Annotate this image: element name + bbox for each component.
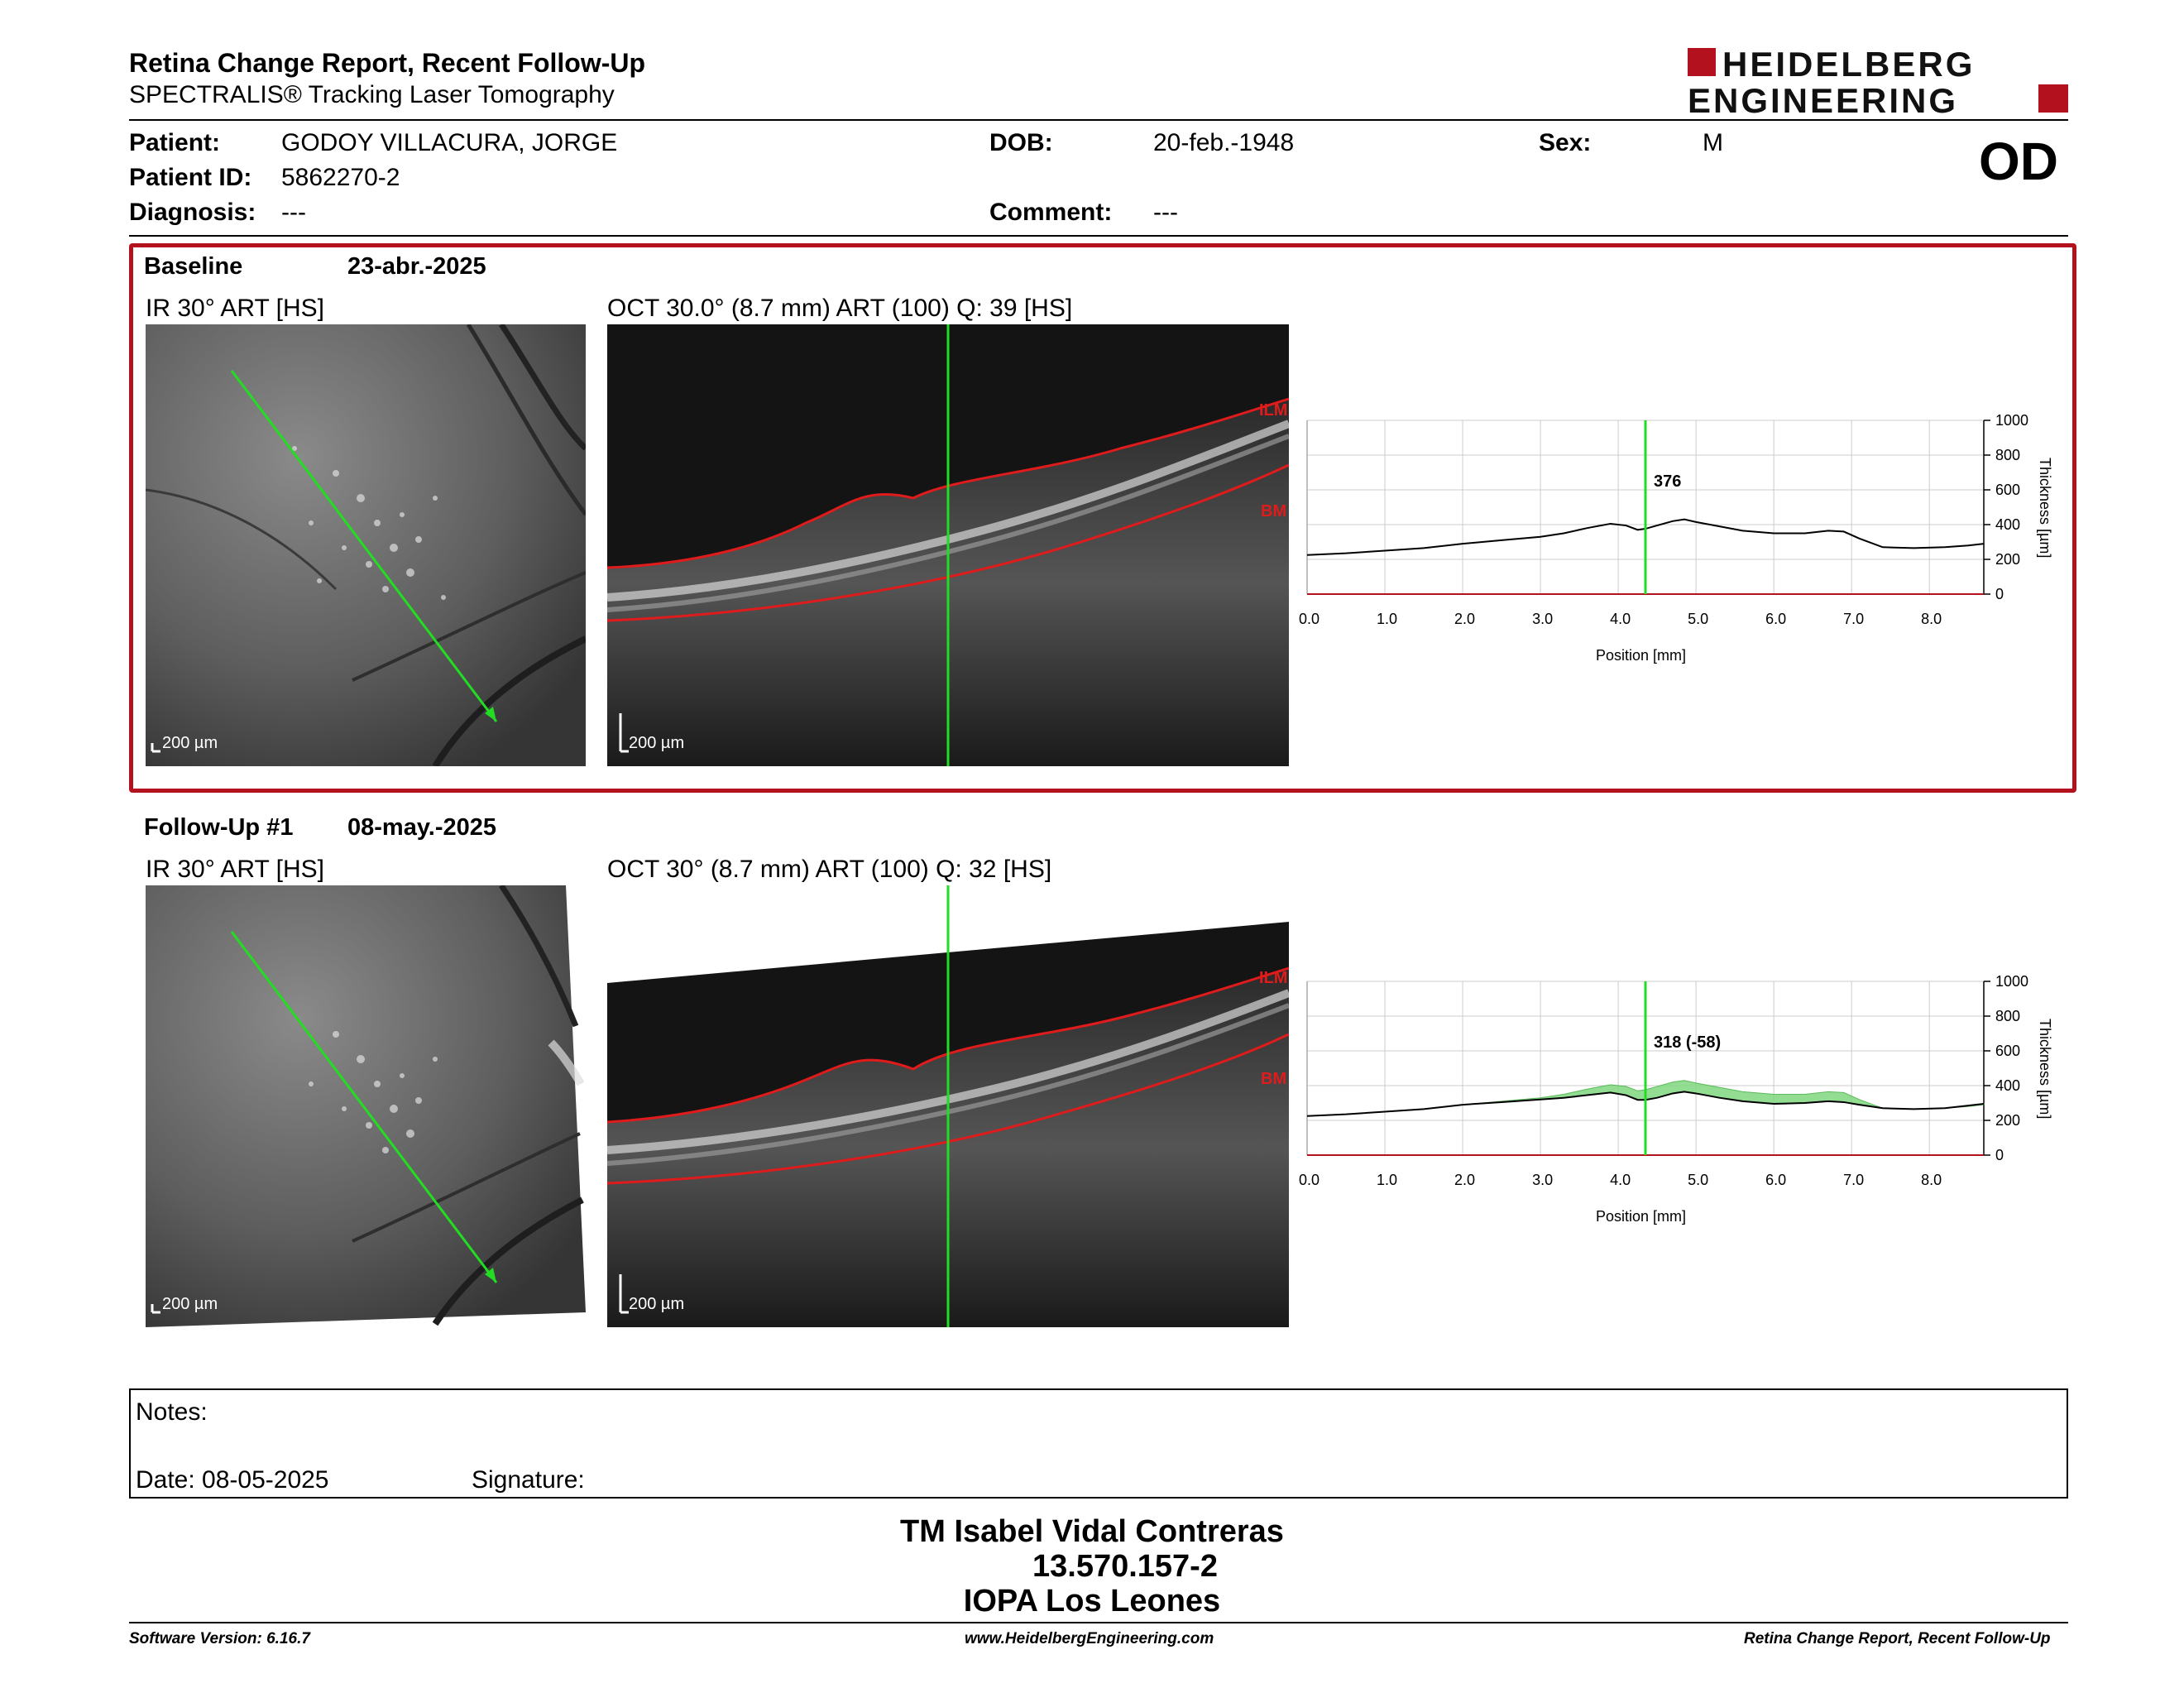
chart1-y-tick-label: 0: [1995, 1147, 2004, 1163]
software-version: Software Version: 6.16.7: [129, 1630, 310, 1647]
comment-label: Comment:: [989, 199, 1113, 226]
patient-name: GODOY VILLACURA, JORGE: [281, 129, 618, 156]
followup-ir-scale: 200 µm: [162, 1295, 218, 1313]
chart1-y-tick-label: 200: [1995, 1112, 2020, 1129]
diagnosis-value: ---: [281, 199, 306, 226]
report-subtitle: SPECTRALIS® Tracking Laser Tomography: [129, 81, 615, 108]
chart0-y-tick-label: 600: [1995, 482, 2020, 498]
notes-box[interactable]: [129, 1388, 2068, 1499]
comment-value: ---: [1153, 199, 1178, 226]
chart0-x-tick-label: 7.0: [1843, 611, 1864, 627]
chart0-x-tick-label: 1.0: [1377, 611, 1397, 627]
footer-rule: [129, 1622, 2068, 1623]
footer-report-name: Retina Change Report, Recent Follow-Up: [1744, 1630, 2051, 1647]
baseline-ilm-label: ILM: [1259, 401, 1287, 420]
chart1-cursor-value-label: 318 (-58): [1654, 1033, 1721, 1052]
chart1-y-axis-label: Thickness [µm]: [2037, 1019, 2053, 1119]
followup-ilm-label: ILM: [1259, 969, 1287, 987]
chart1-x-axis-label: Position [mm]: [1596, 1208, 1686, 1225]
chart1-x-tick-label: 2.0: [1454, 1172, 1475, 1188]
chart1-y-tick-label: 600: [1995, 1043, 2020, 1059]
patient-id-value: 5862270-2: [281, 164, 400, 191]
chart0-x-tick-label: 2.0: [1454, 611, 1475, 627]
signer-institution: IOPA Los Leones: [963, 1584, 1221, 1618]
dob-value: 20-feb.-1948: [1153, 129, 1295, 156]
patient-id-label: Patient ID:: [129, 164, 252, 191]
notes-date: Date: 08-05-2025: [136, 1466, 329, 1494]
header-rule: [129, 119, 2068, 121]
heidelberg-logo: HEIDELBERG ENGINEERING: [1688, 45, 2068, 120]
followup-bm-label: BM: [1261, 1070, 1286, 1088]
chart1-x-tick-label: 6.0: [1765, 1172, 1786, 1188]
followup-oct-label: OCT 30° (8.7 mm) ART (100) Q: 32 [HS]: [607, 856, 1052, 883]
baseline-ir-label: IR 30° ART [HS]: [146, 295, 324, 322]
baseline-ir-scale: 200 µm: [162, 734, 218, 752]
dob-label: DOB:: [989, 129, 1053, 156]
patient-rule: [129, 235, 2068, 237]
followup-thickness-chart: 0.0 1.0 2.0 3.0 4.0 5.0 6.0 7.0 8.0 0 200 400 600 800…: [1299, 971, 2085, 1236]
logo-line1: HEIDELBERG: [1722, 46, 1975, 84]
chart1-x-tick-label: 7.0: [1843, 1172, 1864, 1188]
chart0-y-tick-label: 200: [1995, 551, 2020, 568]
followup-label: Follow-Up #1: [144, 814, 294, 841]
report-title: Retina Change Report, Recent Follow-Up: [129, 48, 646, 78]
chart1-thickness-line: [1306, 1091, 1985, 1117]
chart0-y-tick-label: 800: [1995, 447, 2020, 463]
patient-label: Patient:: [129, 129, 221, 156]
chart0-x-axis-label: Position [mm]: [1596, 647, 1686, 664]
chart0-x-tick-label: 3.0: [1532, 611, 1553, 627]
chart0-thickness-line: [1306, 518, 1985, 556]
chart1-y-tick-label: 800: [1995, 1008, 2020, 1024]
chart1-x-tick-label: 4.0: [1610, 1172, 1631, 1188]
chart0-x-tick-label: 6.0: [1765, 611, 1786, 627]
chart1-x-tick-label: 0.0: [1299, 1172, 1320, 1188]
sex-value: M: [1703, 129, 1723, 156]
sex-label: Sex:: [1539, 129, 1592, 156]
baseline-ir-image: 200 µm: [146, 324, 586, 766]
baseline-oct-scale: 200 µm: [629, 734, 684, 752]
signer-id: 13.570.157-2: [1032, 1549, 1218, 1584]
chart0-x-tick-label: 4.0: [1610, 611, 1631, 627]
chart0-x-tick-label: 5.0: [1688, 611, 1708, 627]
baseline-label: Baseline: [144, 253, 243, 280]
baseline-oct-image: ILM BM 200 µm: [607, 324, 1289, 766]
chart1-x-tick-label: 5.0: [1688, 1172, 1708, 1188]
chart1-x-tick-label: 3.0: [1532, 1172, 1553, 1188]
followup-oct-image: ILM BM 200 µm: [606, 885, 1291, 1327]
signer-name: TM Isabel Vidal Contreras: [900, 1514, 1284, 1549]
baseline-thickness-chart: 0.0 1.0 2.0 3.0 4.0 5.0 6.0 7.0 8.0 0 200 400 600 800…: [1299, 410, 2085, 675]
chart0-y-tick-label: 400: [1995, 516, 2020, 533]
notes-label: Notes:: [136, 1398, 208, 1426]
logo-line2: ENGINEERING: [1688, 81, 1958, 116]
baseline-bm-label: BM: [1261, 502, 1286, 520]
website-link[interactable]: www.HeidelbergEngineering.com: [965, 1630, 1214, 1647]
chart0-cursor-value-label: 376: [1654, 472, 1681, 491]
chart1-x-tick-label: 1.0: [1377, 1172, 1397, 1188]
followup-ir-image: 200 µm: [146, 884, 586, 1327]
chart0-x-tick-label: 0.0: [1299, 611, 1320, 627]
followup-ir-label: IR 30° ART [HS]: [146, 856, 324, 883]
chart1-y-tick-label: 400: [1995, 1077, 2020, 1094]
followup-oct-scale: 200 µm: [629, 1295, 684, 1313]
baseline-frame: [129, 243, 2076, 793]
chart0-y-tick-label: 0: [1995, 586, 2004, 602]
diagnosis-label: Diagnosis:: [129, 199, 256, 226]
baseline-date: 23-abr.-2025: [347, 253, 486, 280]
chart0-y-axis-label: Thickness [µm]: [2037, 458, 2053, 558]
followup-date: 08-may.-2025: [347, 814, 497, 841]
chart0-y-tick-label: 1000: [1995, 412, 2028, 429]
chart0-x-tick-label: 8.0: [1921, 611, 1942, 627]
chart1-x-tick-label: 8.0: [1921, 1172, 1942, 1188]
baseline-oct-label: OCT 30.0° (8.7 mm) ART (100) Q: 39 [HS]: [607, 295, 1073, 322]
eye-indicator: OD: [1979, 132, 2058, 191]
signature-label: Signature:: [472, 1466, 585, 1494]
chart1-y-tick-label: 1000: [1995, 973, 2028, 990]
